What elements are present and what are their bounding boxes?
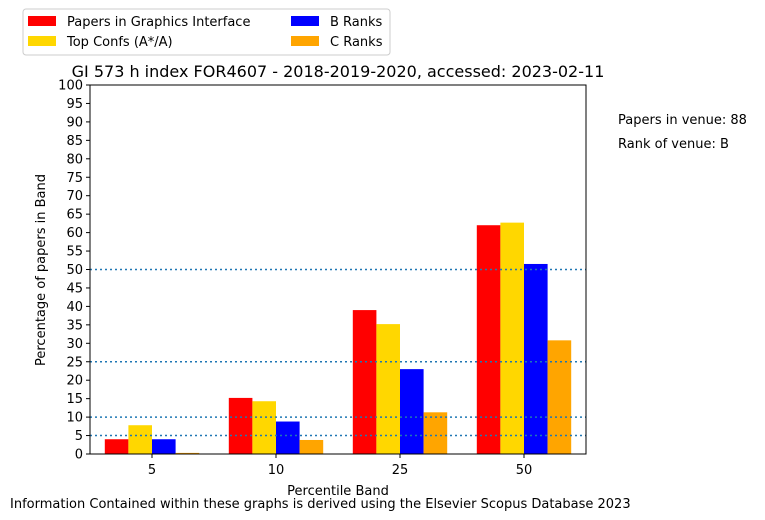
bar-2-25 [376,324,400,454]
bar-3-5 [152,439,176,454]
venue-rank-note: Rank of venue: B [618,137,729,152]
y-axis: 0 5 10 15 20 25 30 35 40 45 50 55 60 65 70 75 80 85 90 95 10… [58,79,90,463]
bar-1-5 [104,439,129,454]
y-tick-label: 10 [66,411,83,426]
y-tick-label: 15 [66,392,83,407]
y-tick-label: 80 [66,152,83,167]
x-tick-label: 50 [516,463,533,478]
y-axis-label: Percentage of papers in Band [34,174,49,366]
bar-3-10 [276,421,300,454]
x-tick-label: 25 [392,463,409,478]
y-tick-label: 95 [66,97,83,112]
bar-3-25 [400,369,424,454]
bars [104,222,572,454]
y-tick-label: 100 [58,79,83,94]
legend-swatch [291,36,319,46]
x-axis: 5 10 25 50 [148,454,532,478]
y-tick-label: 0 [75,448,83,463]
y-tick-label: 25 [66,355,83,370]
y-tick-label: 50 [66,263,83,278]
bar-2-5 [128,425,152,454]
legend-label: B Ranks [330,15,383,30]
y-tick-label: 65 [66,208,83,223]
legend-swatch [28,36,56,46]
plot-area: 0 5 10 15 20 25 30 35 40 45 50 55 60 65 70 75 80 85 90 95 10… [58,79,587,478]
bar-4-50 [547,340,572,454]
x-axis-label: Percentile Band [287,484,389,499]
legend-label: Top Confs (A*/A) [66,35,173,50]
legend-label: Papers in Graphics Interface [67,15,250,30]
y-tick-label: 70 [66,189,83,204]
bar-1-50 [476,225,501,454]
y-tick-label: 40 [66,300,83,315]
y-tick-label: 20 [66,374,83,389]
y-tick-label: 60 [66,226,83,241]
x-tick-label: 10 [268,463,285,478]
bar-4-5 [175,452,200,454]
bar-1-25 [352,310,377,454]
legend-swatch [291,16,319,26]
bar-1-10 [228,397,253,454]
y-tick-label: 30 [66,337,83,352]
y-tick-label: 35 [66,318,83,333]
bar-3-50 [524,263,548,454]
bar-2-50 [500,222,524,454]
y-tick-label: 90 [66,115,83,130]
legend: Papers in Graphics Interface Top Confs (A… [22,8,391,56]
source-footer: Information Contained within these graph… [10,497,631,512]
legend-swatch [28,16,56,26]
chart-title: GI 573 h index FOR4607 - 2018-2019-2020,… [72,62,605,81]
y-tick-label: 75 [66,171,83,186]
bar-2-10 [252,401,276,454]
bar-4-25 [423,412,448,454]
y-tick-label: 85 [66,134,83,149]
y-tick-label: 55 [66,245,83,260]
legend-label: C Ranks [330,35,383,50]
y-tick-label: 5 [75,429,83,444]
y-tick-label: 45 [66,281,83,296]
papers-in-venue-note: Papers in venue: 88 [618,113,747,128]
bar-4-10 [299,439,324,454]
x-tick-label: 5 [148,463,156,478]
